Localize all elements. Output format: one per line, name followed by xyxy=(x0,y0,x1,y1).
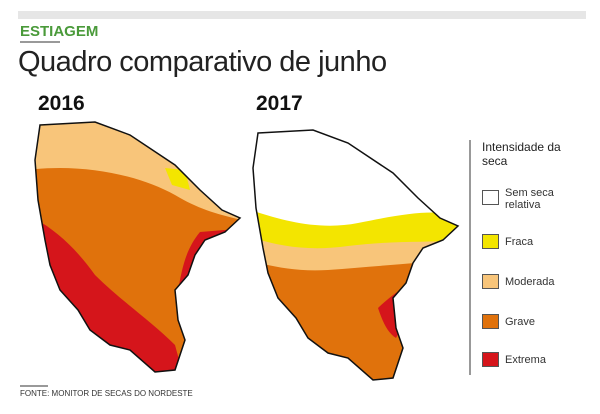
legend-label: Fraca xyxy=(505,236,534,248)
region xyxy=(253,253,458,380)
legend-item: Extrema xyxy=(482,352,592,372)
map-label: 2016 xyxy=(38,92,85,115)
map-2017 xyxy=(252,129,459,381)
legend-swatch xyxy=(482,190,499,205)
legend-item: Sem seca relativa xyxy=(482,187,592,211)
map-2016 xyxy=(34,121,241,373)
top-bar xyxy=(18,11,586,19)
legend-swatch xyxy=(482,234,499,249)
legend-item: Fraca xyxy=(482,234,592,254)
legend-label: Grave xyxy=(505,316,535,328)
title: Quadro comparativo de junho xyxy=(18,46,387,78)
legend-title: Intensidade da seca xyxy=(482,140,561,168)
legend-swatch xyxy=(482,274,499,289)
legend-swatch xyxy=(482,314,499,329)
legend-label: Moderada xyxy=(505,276,555,288)
legend-item: Grave xyxy=(482,314,592,334)
kicker: ESTIAGEM xyxy=(20,23,99,40)
source: FONTE: MONITOR DE SECAS DO NORDESTE xyxy=(20,389,193,398)
legend-label: Sem seca relativa xyxy=(505,187,554,211)
map-label: 2017 xyxy=(256,92,303,115)
legend-swatch xyxy=(482,352,499,367)
legend-label: Extrema xyxy=(505,354,546,366)
legend-item: Moderada xyxy=(482,274,592,294)
